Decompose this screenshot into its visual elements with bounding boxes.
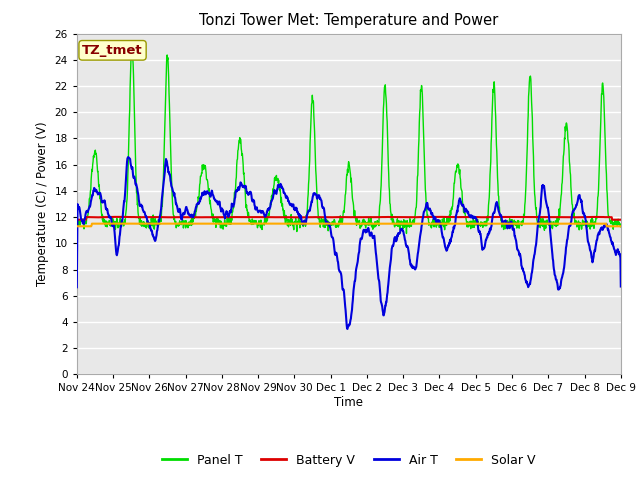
Legend: Panel T, Battery V, Air T, Solar V: Panel T, Battery V, Air T, Solar V (157, 449, 541, 472)
Air T (73, 285, 81, 290)
Panel T (255, 218, 263, 224)
Y-axis label: Temperature (C) / Power (V): Temperature (C) / Power (V) (36, 122, 49, 286)
Battery V (181, 214, 189, 220)
Solar V (553, 221, 561, 227)
Battery V (553, 214, 561, 220)
Panel T (505, 220, 513, 226)
Solar V (312, 221, 319, 227)
Battery V (255, 214, 263, 220)
Air T (255, 208, 263, 214)
Line: Air T: Air T (77, 157, 621, 329)
Solar V (505, 221, 513, 227)
Panel T (553, 219, 561, 225)
Air T (195, 201, 202, 206)
Air T (553, 279, 561, 285)
Battery V (505, 214, 513, 220)
Solar V (180, 221, 188, 227)
Line: Panel T: Panel T (77, 45, 621, 233)
Line: Solar V: Solar V (77, 224, 621, 226)
Panel T (434, 219, 442, 225)
Battery V (434, 214, 442, 220)
Battery V (617, 217, 625, 223)
Solar V (194, 221, 202, 227)
X-axis label: Time: Time (334, 396, 364, 409)
Air T (617, 284, 625, 289)
Title: Tonzi Tower Met: Temperature and Power: Tonzi Tower Met: Temperature and Power (199, 13, 499, 28)
Air T (124, 154, 132, 160)
Panel T (617, 221, 625, 227)
Panel T (195, 194, 202, 200)
Battery V (114, 214, 122, 220)
Solar V (255, 221, 262, 227)
Panel T (403, 230, 410, 236)
Solar V (73, 223, 81, 229)
Line: Battery V: Battery V (77, 217, 621, 220)
Panel T (129, 42, 136, 48)
Air T (505, 219, 513, 225)
Battery V (195, 215, 202, 220)
Air T (181, 210, 189, 216)
Air T (344, 326, 351, 332)
Air T (434, 217, 442, 223)
Text: TZ_tmet: TZ_tmet (82, 44, 143, 57)
Solar V (617, 223, 625, 229)
Solar V (434, 221, 442, 227)
Panel T (181, 218, 189, 224)
Battery V (73, 217, 81, 223)
Panel T (73, 223, 81, 228)
